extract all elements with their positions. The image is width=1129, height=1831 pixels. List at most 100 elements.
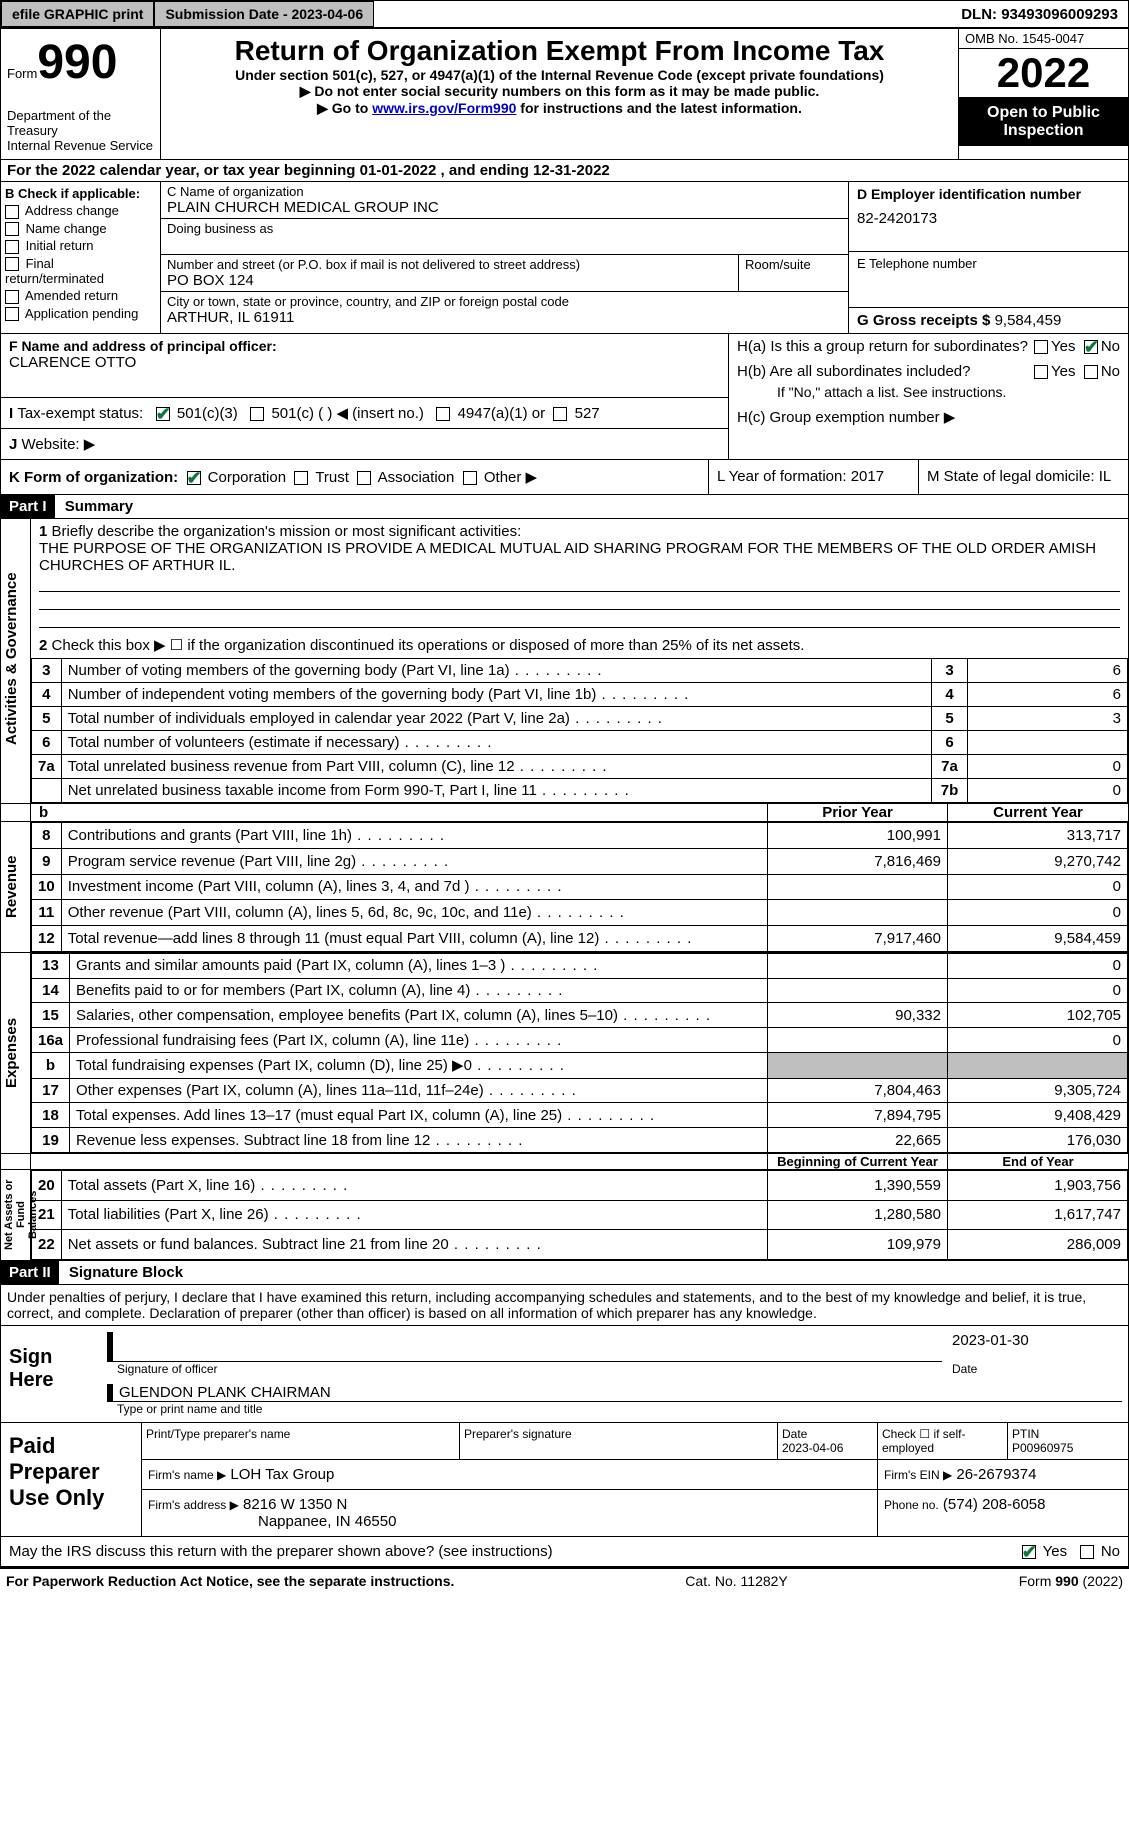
f-h-block: F Name and address of principal officer:… [0,334,1129,460]
typed-name-label: Type or print name and title [107,1402,1122,1416]
b-opt-check[interactable] [5,257,19,271]
netassets-block: Net Assets or Fund Balances 20Total asse… [0,1170,1129,1261]
part1-chip: Part I [1,495,55,518]
chk-other[interactable] [463,471,477,485]
page-footer: For Paperwork Reduction Act Notice, see … [0,1567,1129,1593]
chk-501c3[interactable] [156,407,170,421]
chk-527[interactable] [553,407,567,421]
may-irs-yes[interactable] [1022,1545,1036,1559]
firm-addr2: Nappanee, IN 46550 [148,1513,396,1530]
form-number: 990 [37,36,117,89]
dba-label: Doing business as [167,221,842,236]
may-irs-label: May the IRS discuss this return with the… [9,1543,1022,1560]
firm-ein-label: Firm's EIN ▶ [884,1468,952,1482]
prior-current-header: b Prior Year Current Year [0,804,1129,822]
f-officer-label: F Name and address of principal officer: [9,338,720,354]
phone-value: (574) 208-6058 [943,1496,1046,1513]
top-bar: efile GRAPHIC print Submission Date - 20… [0,0,1129,28]
q2-text: Check this box ▶ ☐ if the organization d… [52,637,805,654]
revenue-block: Revenue 8Contributions and grants (Part … [0,822,1129,953]
ptin-value: P00960975 [1012,1441,1124,1455]
street-label: Number and street (or P.O. box if mail i… [167,257,732,272]
city-label: City or town, state or province, country… [167,294,842,309]
efile-print-button[interactable]: efile GRAPHIC print [1,1,154,27]
hb-yes[interactable] [1034,365,1048,379]
chk-4947[interactable] [436,407,450,421]
dln-label: DLN: 93493096009293 [951,2,1128,27]
chk-assoc[interactable] [357,471,371,485]
part1-title: Summary [59,496,139,517]
q1-label: Briefly describe the organization's miss… [52,523,522,540]
d-ein-value: 82-2420173 [857,210,1120,227]
expenses-block: Expenses 13Grants and similar amounts pa… [0,953,1129,1154]
hb-no[interactable] [1084,365,1098,379]
prior-year-hdr: Prior Year [768,804,948,821]
prep-date-label: Date [782,1427,873,1441]
form-word: Form [7,66,37,81]
b-opt-check[interactable] [5,307,19,321]
hb-note: If "No," attach a list. See instructions… [729,384,1128,404]
check-self-employed: Check ☐ if self-employed [882,1427,1003,1455]
chk-trust[interactable] [294,471,308,485]
room-label: Room/suite [745,257,842,272]
hc-label: H(c) Group exemption number ▶ [729,404,1128,430]
f-officer-name: CLARENCE OTTO [9,354,720,371]
footer-mid: Cat. No. 11282Y [685,1573,787,1589]
form-subtitle-3: ▶ Go to www.irs.gov/Form990 for instruct… [171,100,948,117]
b-opt-check[interactable] [5,240,19,254]
e-phone-label: E Telephone number [857,256,1120,271]
expenses-table: 13Grants and similar amounts paid (Part … [31,953,1128,1153]
firm-addr-label: Firm's address ▶ [148,1498,239,1512]
chk-corp[interactable] [187,471,201,485]
form-subtitle-1: Under section 501(c), 527, or 4947(a)(1)… [171,67,948,83]
form-subtitle-2: ▶ Do not enter social security numbers o… [171,83,948,100]
entity-block: B Check if applicable: Address change Na… [0,182,1129,334]
q1-value: THE PURPOSE OF THE ORGANIZATION IS PROVI… [39,540,1096,574]
sig-officer-label: Signature of officer [107,1362,942,1376]
irs-label: Internal Revenue Service [7,138,154,153]
b-label: B Check if applicable: [5,186,156,201]
na-begin-hdr: Beginning of Current Year [768,1154,948,1169]
current-year-hdr: Current Year [948,804,1128,821]
may-irs-no[interactable] [1080,1545,1094,1559]
ha-yes[interactable] [1034,340,1048,354]
irs-link[interactable]: www.irs.gov/Form990 [372,100,516,116]
ha-no[interactable] [1084,340,1098,354]
m-state-domicile: M State of legal domicile: IL [918,460,1128,494]
omb-number: OMB No. 1545-0047 [959,29,1128,49]
vlab-na: Net Assets or Fund Balances [1,1170,41,1260]
phone-label: Phone no. [884,1498,939,1512]
netassets-table: 20Total assets (Part X, line 16)1,390,55… [31,1170,1128,1260]
paid-preparer-block: Paid Preparer Use Only Print/Type prepar… [0,1423,1129,1537]
may-irs-row: May the IRS discuss this return with the… [0,1537,1129,1567]
part2-header-row: Part II Signature Block [0,1261,1129,1284]
perjury-declaration: Under penalties of perjury, I declare th… [0,1284,1129,1326]
b-opt-check[interactable] [5,222,19,236]
line-a-tax-year: For the 2022 calendar year, or tax year … [0,160,1129,182]
c-name-label: C Name of organization [167,184,842,199]
tax-year: 2022 [959,49,1128,98]
revenue-table: 8Contributions and grants (Part VIII, li… [31,822,1128,952]
ha-label: H(a) Is this a group return for subordin… [737,338,1034,355]
footer-left: For Paperwork Reduction Act Notice, see … [6,1573,454,1589]
prep-date-value: 2023-04-06 [782,1441,873,1455]
prep-name-label: Print/Type preparer's name [146,1427,455,1441]
submission-date-label: Submission Date - 2023-04-06 [154,1,374,27]
form-title: Return of Organization Exempt From Incom… [171,35,948,67]
vlab-exp: Expenses [1,953,22,1153]
b-opt-check[interactable] [5,290,19,304]
chk-501c[interactable] [250,407,264,421]
part1-header-row: Part I Summary [0,495,1129,518]
sign-here-label: Sign Here [1,1326,101,1422]
dept-treasury: Department of the Treasury [7,108,154,138]
firm-name-label: Firm's name ▶ [148,1468,226,1482]
sig-date-label: Date [942,1362,1122,1376]
vlab-ag: Activities & Governance [1,519,22,799]
firm-name: LOH Tax Group [230,1466,334,1483]
k-l-m-row: K Form of organization: Corporation Trus… [0,460,1129,495]
d-ein-label: D Employer identification number [857,186,1120,202]
hb-label: H(b) Are all subordinates included? [737,363,1034,380]
ptin-label: PTIN [1012,1427,1124,1441]
part2-title: Signature Block [63,1262,189,1283]
b-opt-check[interactable] [5,205,19,219]
